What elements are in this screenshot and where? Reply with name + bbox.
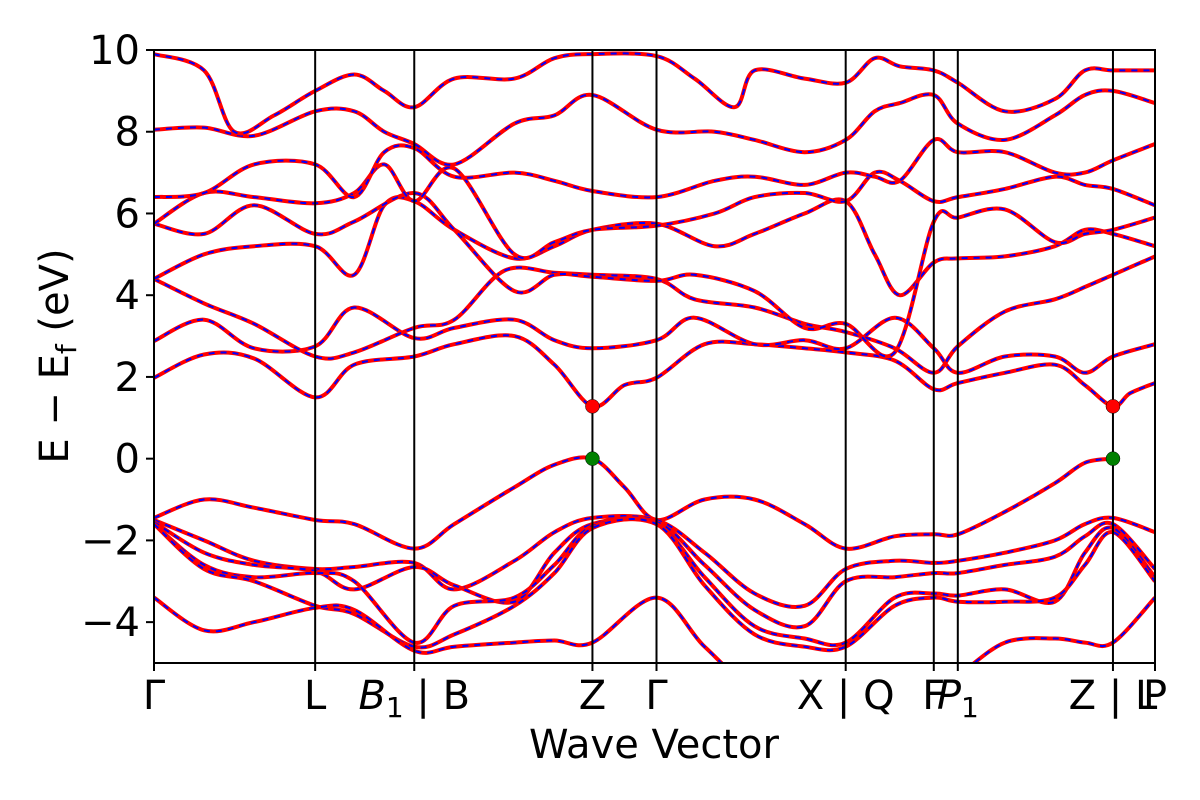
x-tick-label-1: L: [304, 673, 327, 719]
y-tick-label-0: −4: [81, 600, 140, 646]
x-tick-label-8: Z | L: [1069, 673, 1158, 719]
x-tick-label-6-text: F: [922, 673, 945, 719]
x-tick-label-5: X | Q: [797, 673, 895, 719]
band-7-interp-line: [154, 89, 1155, 166]
x-tick-label-9: P: [1143, 673, 1167, 719]
vbm-marker-3: [1105, 451, 1121, 466]
band-6-interp-line: [154, 137, 1155, 199]
y-tick-label-5: 6: [115, 191, 140, 237]
x-tick-label-7: P1: [937, 673, 979, 724]
x-tick-label-3: Z: [579, 673, 606, 719]
y-tick-label-3: 2: [115, 355, 140, 401]
band-10-dft-line: [154, 514, 1155, 609]
x-tick-label-7-text: P: [937, 673, 962, 719]
x-tick-label-2: B1 | B: [358, 673, 470, 724]
x-tick-label-3-text: Z: [579, 673, 606, 719]
y-tick-label-1: −2: [81, 518, 140, 564]
y-tick-label-6: 8: [115, 110, 140, 156]
y-axis-title-subscript: f: [50, 343, 83, 354]
x-tick-label-2-suffix: | B: [404, 673, 470, 719]
band-1-interp-line: [154, 306, 1155, 374]
y-axis-title-unit: (eV): [32, 248, 78, 344]
band-8-dft-line: [154, 51, 1155, 136]
band-edge-markers: [585, 399, 1121, 466]
x-tick-label-8-text: Z | L: [1069, 673, 1158, 719]
band-14-interp-line: [154, 596, 1155, 663]
x-tick-label-1-text: L: [304, 673, 327, 719]
x-tick-label-4-text: Γ: [645, 673, 668, 719]
y-axis-ticks: −4 −2 0 2 4 6 8 10: [81, 28, 154, 646]
y-tick-label-7: 10: [89, 28, 140, 74]
x-tick-label-0-text: Γ: [143, 673, 166, 719]
band-2-interp-line: [154, 255, 1155, 374]
band-0-interp-line: [154, 334, 1155, 408]
cbm-marker-1: [1105, 399, 1121, 414]
y-axis-title-main: E − E: [32, 354, 78, 464]
x-tick-label-4: Γ: [645, 673, 668, 719]
band-13-interp-line: [154, 518, 1155, 652]
band-4-interp-line: [154, 191, 1155, 358]
x-tick-label-5-text: X | Q: [797, 673, 895, 719]
y-axis-title: E − Ef (eV): [32, 248, 83, 463]
y-tick-label-4: 4: [115, 273, 140, 319]
x-tick-label-9-text: P: [1143, 673, 1167, 719]
band-12-interp-line: [154, 518, 1155, 647]
vbm-marker-2: [585, 451, 600, 466]
plot-frame: [153, 49, 1156, 664]
x-tick-label-7-subscript: 1: [961, 691, 979, 724]
band-11-interp-line: [154, 517, 1155, 629]
x-tick-label-2-subscript: 1: [386, 691, 404, 724]
x-tick-label-0: Γ: [143, 673, 166, 719]
band-5-interp-line: [154, 163, 1155, 260]
y-tick-label-2: 0: [115, 437, 140, 483]
x-tick-label-6: F: [922, 673, 945, 719]
x-tick-label-2-text: B: [358, 673, 385, 719]
cbm-marker-0: [585, 399, 600, 414]
x-axis-title: Wave Vector: [529, 722, 780, 768]
band-3-interp-line: [154, 196, 1155, 297]
kpoint-separators: [314, 50, 1114, 663]
